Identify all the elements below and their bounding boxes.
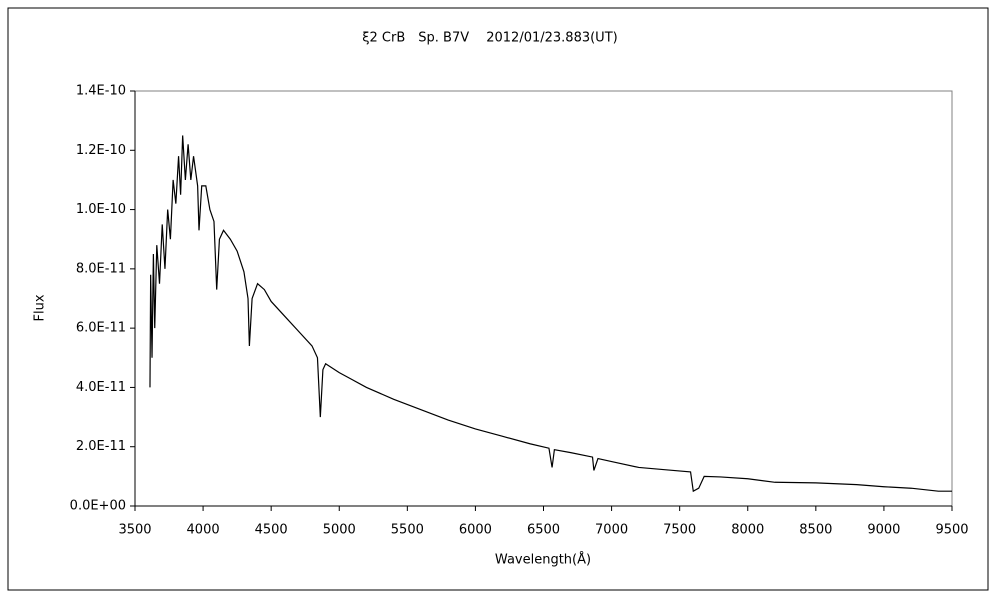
y-tick-label: 2.0E-11 [76,439,126,454]
x-tick-label: 6500 [527,523,560,538]
x-tick-label: 7500 [663,523,696,538]
spectrum-line [149,135,952,493]
y-tick-label: 4.0E-11 [76,380,126,395]
x-axis-label: Wavelength(Å) [495,552,591,568]
y-tick-label: 1.4E-10 [76,84,126,99]
y-tick-label: 6.0E-11 [76,321,126,336]
x-tick-label: 7000 [595,523,628,538]
x-tick-label: 9000 [867,523,900,538]
x-tick-label: 3500 [118,523,151,538]
y-tick-label: 1.0E-10 [76,202,126,217]
y-tick-label: 0.0E+00 [70,499,126,514]
x-tick-label: 8000 [731,523,764,538]
y-tick-label: 1.2E-10 [76,143,126,158]
x-tick-label: 6000 [459,523,492,538]
y-tick-label: 8.0E-11 [76,261,126,276]
chart-title: ξ2 CrB Sp. B7V 2012/01/23.883(UT) [362,31,617,46]
x-tick-label: 5000 [323,523,356,538]
x-tick-label: 4000 [187,523,220,538]
plot-area [134,90,953,507]
x-tick-label: 5500 [391,523,424,538]
x-tick-label: 4500 [255,523,288,538]
y-axis-label: Flux [33,294,48,321]
x-tick-label: 8500 [799,523,832,538]
x-tick-label: 9500 [935,523,968,538]
